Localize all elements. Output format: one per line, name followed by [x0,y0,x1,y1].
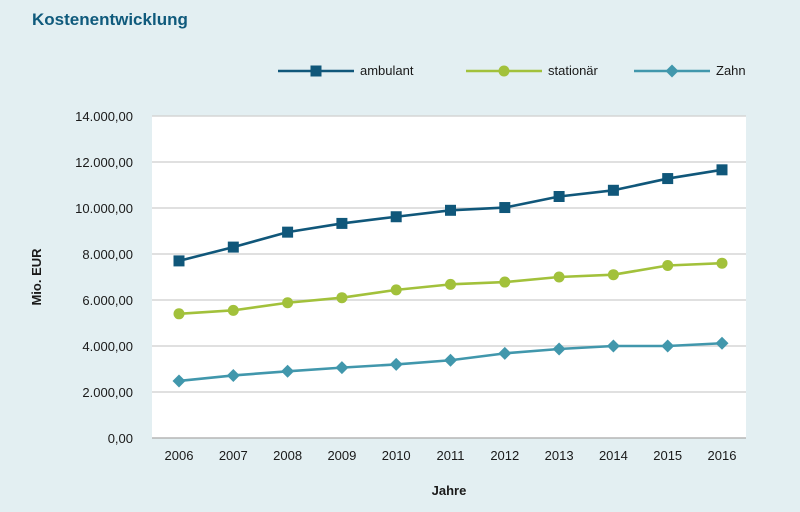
y-tick-label: 12.000,00 [75,155,133,170]
data-point-station-r [336,292,348,304]
data-point-zahn [172,374,186,388]
data-point-station-r [173,308,185,320]
data-point-zahn [226,368,240,382]
data-point-ambulant [173,255,185,267]
y-tick-label: 6.000,00 [82,293,133,308]
data-point-ambulant [607,184,619,196]
data-point-zahn [552,342,566,356]
y-tick-label: 10.000,00 [75,201,133,216]
legend-marker-station-r [498,65,510,77]
data-point-station-r [227,304,239,316]
data-point-ambulant [716,164,728,176]
legend-label-ambulant: ambulant [360,63,414,78]
x-tick-label: 2007 [219,448,248,463]
x-tick-label: 2016 [708,448,737,463]
data-point-zahn [661,339,675,353]
data-point-ambulant [282,226,294,238]
data-point-ambulant [227,241,239,253]
data-point-station-r [499,276,511,288]
data-point-station-r [716,257,728,269]
data-point-station-r [390,284,402,296]
legend-marker-zahn [665,64,679,78]
x-tick-label: 2006 [165,448,194,463]
x-tick-label: 2011 [437,448,465,463]
plot-area [152,116,746,438]
data-point-zahn [715,336,729,350]
data-point-station-r [553,271,565,283]
x-tick-label: 2010 [382,448,411,463]
data-point-zahn [606,339,620,353]
legend-label-zahn: Zahn [716,63,746,78]
y-axis-label: Mio. EUR [29,248,44,306]
data-point-ambulant [499,202,511,214]
y-tick-label: 14.000,00 [75,109,133,124]
data-point-station-r [607,269,619,281]
y-tick-label: 8.000,00 [82,247,133,262]
data-point-ambulant [445,204,456,216]
x-tick-label: 2012 [490,448,519,463]
x-axis-label: Jahre [432,483,467,498]
data-point-station-r [445,278,456,290]
data-point-zahn [281,364,295,378]
data-point-zahn [335,361,349,375]
data-point-station-r [282,297,294,309]
x-tick-label: 2014 [599,448,628,463]
x-tick-label: 2013 [545,448,574,463]
data-point-ambulant [553,191,565,202]
y-tick-label: 4.000,00 [82,339,133,354]
legend-label-station-r: stationär [548,63,599,78]
data-point-zahn [444,353,457,367]
data-point-ambulant [390,211,402,223]
data-point-zahn [498,346,512,360]
y-tick-label: 2.000,00 [82,385,133,400]
y-tick-label: 0,00 [108,431,133,446]
legend-marker-ambulant [310,65,322,77]
x-tick-label: 2015 [653,448,682,463]
chart-title: Kostenentwicklung [32,10,188,29]
data-point-station-r [662,260,674,271]
data-point-zahn [389,357,403,371]
x-tick-label: 2009 [327,448,356,463]
x-tick-label: 2008 [273,448,302,463]
data-point-ambulant [336,217,348,229]
data-point-ambulant [662,173,674,185]
